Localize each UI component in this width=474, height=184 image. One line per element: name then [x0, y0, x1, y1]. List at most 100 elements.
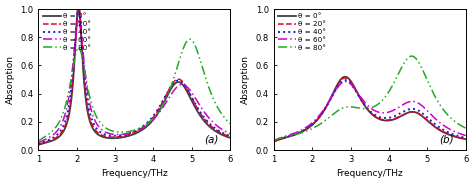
θ = 20° — [342, 77, 348, 79]
θ = 80° — [281, 136, 286, 138]
θ = 80° — [129, 130, 135, 132]
θ = 40° — [271, 140, 277, 143]
θ = 0° — [187, 95, 192, 97]
θ = 60° — [457, 133, 463, 135]
Legend: θ = 0°, θ = 20°, θ = 40°, θ = 60°, θ = 80°: θ = 0°, θ = 20°, θ = 40°, θ = 60°, θ = 8… — [277, 12, 328, 52]
Line: θ = 20°: θ = 20° — [38, 9, 230, 145]
θ = 60° — [365, 104, 370, 106]
θ = 40° — [228, 135, 233, 137]
θ = 40° — [365, 107, 370, 109]
θ = 80° — [365, 107, 370, 110]
θ = 0° — [75, 8, 81, 10]
θ = 60° — [422, 107, 428, 110]
θ = 80° — [228, 123, 233, 125]
θ = 60° — [222, 130, 228, 132]
Line: θ = 40°: θ = 40° — [274, 80, 466, 141]
θ = 40° — [359, 100, 365, 102]
θ = 20° — [457, 137, 463, 139]
θ = 40° — [222, 133, 228, 135]
θ = 20° — [222, 134, 228, 136]
θ = 0° — [45, 141, 51, 143]
Line: θ = 80°: θ = 80° — [274, 56, 466, 141]
θ = 80° — [359, 107, 365, 110]
X-axis label: Frequency/THz: Frequency/THz — [337, 169, 403, 178]
θ = 60° — [359, 98, 365, 100]
θ = 40° — [463, 137, 469, 139]
θ = 40° — [129, 131, 135, 134]
θ = 60° — [187, 88, 192, 91]
Line: θ = 0°: θ = 0° — [38, 9, 230, 145]
θ = 80° — [36, 140, 41, 142]
θ = 0° — [129, 134, 135, 136]
Y-axis label: Absorption: Absorption — [6, 55, 15, 104]
θ = 20° — [222, 134, 228, 136]
θ = 20° — [36, 144, 41, 146]
θ = 60° — [45, 137, 51, 139]
θ = 40° — [36, 143, 41, 145]
θ = 60° — [36, 142, 41, 144]
Legend: θ = 0°, θ = 20°, θ = 40°, θ = 60°, θ = 80°: θ = 0°, θ = 20°, θ = 40°, θ = 60°, θ = 8… — [41, 12, 92, 52]
θ = 40° — [76, 10, 82, 12]
θ = 80° — [463, 127, 469, 129]
θ = 20° — [45, 140, 51, 143]
θ = 20° — [281, 137, 286, 139]
θ = 80° — [271, 140, 277, 142]
θ = 0° — [463, 138, 469, 140]
θ = 60° — [76, 20, 82, 22]
θ = 20° — [187, 92, 192, 94]
Text: (b): (b) — [439, 134, 454, 144]
θ = 80° — [186, 38, 192, 40]
θ = 40° — [457, 135, 463, 138]
Line: θ = 40°: θ = 40° — [38, 11, 230, 144]
θ = 40° — [422, 114, 428, 117]
θ = 40° — [281, 137, 286, 139]
θ = 0° — [222, 135, 228, 137]
θ = 40° — [124, 133, 129, 135]
θ = 60° — [228, 133, 233, 135]
θ = 60° — [129, 131, 135, 134]
θ = 80° — [222, 117, 228, 119]
θ = 60° — [463, 135, 469, 137]
θ = 40° — [222, 133, 228, 135]
θ = 60° — [281, 136, 286, 138]
θ = 60° — [343, 80, 348, 83]
θ = 80° — [422, 74, 428, 76]
θ = 0° — [124, 135, 129, 138]
θ = 80° — [187, 38, 192, 40]
θ = 0° — [36, 144, 41, 146]
θ = 20° — [463, 138, 469, 140]
θ = 20° — [457, 137, 463, 139]
θ = 60° — [457, 133, 463, 135]
θ = 60° — [222, 130, 228, 132]
θ = 0° — [365, 108, 370, 110]
θ = 0° — [342, 76, 348, 78]
Line: θ = 60°: θ = 60° — [274, 82, 466, 141]
θ = 20° — [228, 136, 233, 138]
θ = 80° — [457, 124, 463, 126]
θ = 20° — [75, 8, 81, 10]
Line: θ = 80°: θ = 80° — [38, 39, 230, 141]
θ = 20° — [365, 108, 370, 110]
θ = 60° — [124, 133, 129, 135]
θ = 40° — [342, 79, 348, 81]
θ = 40° — [187, 92, 192, 94]
θ = 20° — [359, 100, 365, 103]
θ = 0° — [457, 137, 463, 139]
θ = 0° — [359, 100, 365, 103]
θ = 40° — [45, 139, 51, 141]
θ = 0° — [281, 137, 286, 139]
θ = 80° — [124, 131, 129, 133]
θ = 0° — [422, 118, 428, 120]
Y-axis label: Absorption: Absorption — [241, 55, 250, 104]
Line: θ = 60°: θ = 60° — [38, 21, 230, 143]
θ = 0° — [222, 135, 228, 137]
Text: (a): (a) — [204, 134, 219, 144]
θ = 0° — [271, 141, 277, 143]
θ = 80° — [45, 134, 51, 136]
θ = 60° — [271, 140, 277, 142]
X-axis label: Frequency/THz: Frequency/THz — [101, 169, 168, 178]
θ = 20° — [271, 141, 277, 143]
θ = 80° — [409, 55, 415, 57]
Line: θ = 20°: θ = 20° — [274, 78, 466, 142]
θ = 0° — [228, 137, 233, 139]
